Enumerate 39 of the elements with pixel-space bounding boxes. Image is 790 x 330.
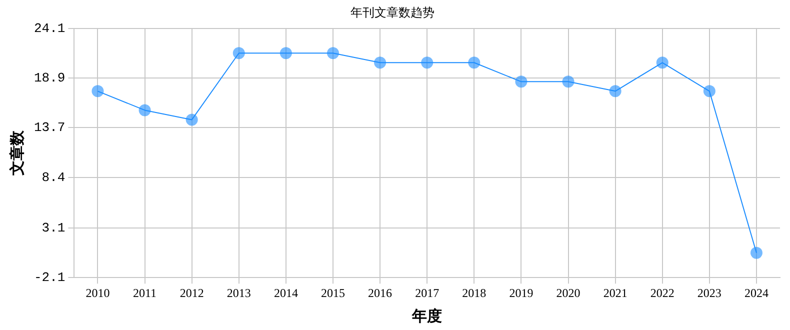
point — [280, 47, 292, 60]
x-tick-label: 2022 — [650, 286, 674, 300]
point — [609, 85, 622, 98]
point — [421, 56, 434, 69]
point — [515, 76, 528, 88]
x-tick-label: 2024 — [744, 286, 768, 300]
point — [92, 85, 104, 98]
point — [326, 47, 339, 60]
x-tick-label: 2015 — [320, 286, 345, 300]
x-tick-label: 2013 — [226, 286, 251, 300]
x-axis-title: 年度 — [411, 306, 442, 325]
x-tick-label: 2012 — [180, 286, 204, 300]
x-tick-label: 2018 — [462, 286, 486, 300]
x-tick-label: 2010 — [86, 286, 110, 300]
x-tick-label: 2014 — [274, 286, 298, 300]
y-tick-label: 18.9 — [34, 70, 66, 86]
y-tick-label: 24.1 — [34, 20, 66, 36]
y-tick-label: 3.1 — [42, 220, 66, 236]
x-tick-label: 2016 — [368, 286, 392, 300]
x-tick-label: 2021 — [603, 286, 628, 300]
chart-title: 年刊文章数趋势 — [350, 5, 434, 20]
point — [703, 85, 716, 98]
y-tick-label: 13.7 — [34, 120, 66, 135]
point — [138, 104, 151, 116]
point — [562, 76, 574, 88]
x-tick-label: 2011 — [133, 286, 157, 300]
point — [468, 56, 480, 69]
x-tick-label: 2023 — [697, 286, 722, 300]
point — [750, 246, 762, 259]
x-tick-label: 2020 — [556, 286, 580, 300]
point — [186, 114, 198, 126]
x-tick-label: 2019 — [509, 286, 534, 300]
y-tick-label: 8.4 — [42, 170, 66, 186]
point — [656, 56, 668, 69]
point — [374, 56, 386, 69]
point — [232, 47, 245, 60]
y-tick-label: -2.1 — [34, 270, 66, 286]
y-axis-title: 文章数 — [8, 130, 26, 176]
x-tick-label: 2017 — [415, 286, 440, 300]
